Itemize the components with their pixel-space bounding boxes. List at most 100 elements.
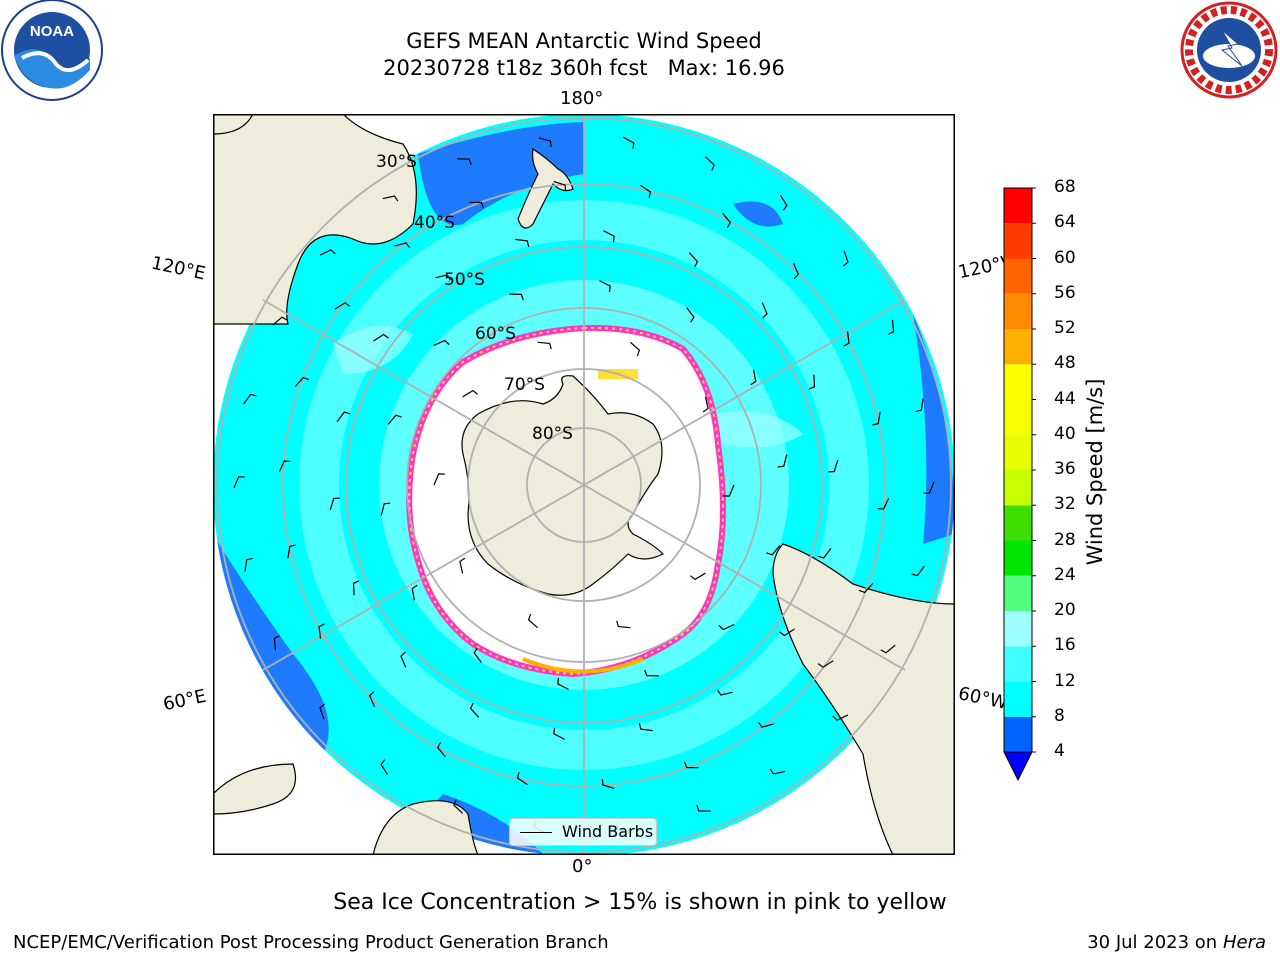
wind-barbs — [233, 136, 935, 834]
colorbar-segment — [1004, 329, 1032, 365]
wind-barb — [433, 473, 445, 486]
wind-barb — [769, 768, 786, 775]
wind-barb — [915, 398, 924, 413]
wind-barb — [319, 703, 325, 720]
wind-barb — [459, 557, 466, 574]
lon-label-120e: 120°E — [149, 252, 208, 285]
wind-barb — [779, 628, 795, 637]
wind-barb — [704, 156, 715, 171]
wind-barb — [872, 411, 881, 426]
wind-barb — [469, 702, 480, 718]
colorbar-title: Wind Speed [m/s] — [1083, 378, 1107, 566]
wind-barb — [382, 195, 399, 202]
sea-ice-note: Sea Ice Concentration > 15% is shown in … — [333, 890, 947, 915]
lat-label-40s: 40°S — [414, 213, 455, 233]
lat-label-70s: 70°S — [504, 375, 545, 395]
polar-map — [213, 114, 955, 855]
wind-barb — [394, 242, 411, 249]
wind-barb — [603, 230, 615, 243]
colorbar-tick-label: 48 — [1054, 353, 1076, 374]
colorbar-segment — [1004, 364, 1032, 400]
wind-barb — [273, 635, 280, 651]
wind-barb — [750, 369, 757, 386]
wind-barb — [557, 677, 569, 690]
wind-barb — [336, 411, 351, 423]
colorbar-segment — [1004, 258, 1032, 294]
wind-barb — [329, 497, 340, 511]
colorbar-segment — [1004, 611, 1032, 647]
colorbar-tick-label: 8 — [1054, 705, 1065, 726]
wind-barb — [294, 376, 310, 387]
wind-barb — [923, 481, 935, 494]
wind-barb — [318, 623, 325, 639]
colorbar-segment — [1004, 293, 1032, 329]
colorbar-tick-label: 52 — [1054, 318, 1076, 338]
wind-barb — [757, 721, 774, 728]
wind-barb — [601, 778, 615, 790]
wind-barb — [287, 544, 296, 559]
wind-barb — [435, 274, 452, 281]
wind-barb — [832, 714, 849, 721]
wind-barb — [538, 137, 552, 148]
wind-barb — [718, 624, 735, 631]
wind-barb — [843, 331, 850, 347]
colorbar-tick-label: 4 — [1054, 741, 1065, 761]
colorbar-segment — [1004, 540, 1032, 576]
wind-barb — [243, 393, 257, 405]
lat-label-80s: 80°S — [532, 424, 573, 444]
colorbar-segment — [1004, 575, 1032, 611]
colorbar-tick-label: 44 — [1054, 388, 1076, 409]
wind-barb — [843, 250, 849, 267]
colorbar-tick-label: 40 — [1054, 423, 1076, 444]
wind-barb — [888, 319, 895, 335]
colorbar-segment — [1004, 188, 1032, 224]
map-legend: Wind Barbs — [509, 818, 657, 846]
wind-barb — [380, 502, 391, 516]
wind-barb — [469, 201, 485, 209]
wind-barb — [723, 484, 735, 497]
wind-barb — [630, 341, 641, 357]
wind-barb — [696, 805, 711, 812]
wind-barb — [436, 742, 446, 758]
colorbar-tick-label: 56 — [1054, 282, 1076, 303]
wind-barb — [817, 547, 832, 559]
wind-barb — [380, 759, 389, 776]
wind-barb — [233, 476, 245, 489]
wind-barb — [527, 613, 538, 629]
colorbar-tick-label: 16 — [1054, 635, 1076, 656]
map-frame — [213, 114, 955, 855]
wind-barb — [689, 572, 706, 581]
wind-barb — [808, 374, 816, 390]
wind-barb — [334, 302, 351, 310]
wind-barb — [644, 669, 659, 677]
colorbar-segment — [1004, 434, 1032, 470]
colorbar-tick-label: 64 — [1054, 212, 1076, 233]
wind-barb — [858, 583, 874, 594]
wind-barb — [462, 389, 479, 398]
colorbar-tick-label: 68 — [1054, 177, 1076, 197]
wind-barb — [716, 689, 733, 696]
wind-barb — [537, 341, 552, 350]
chart-title-line1: GEFS MEAN Antarctic Wind Speed — [406, 29, 762, 53]
wind-barb — [817, 660, 834, 668]
lat-label-60s: 60°S — [475, 324, 516, 344]
wind-barb — [686, 307, 695, 323]
wind-barb — [453, 799, 464, 814]
wind-barb — [828, 459, 839, 473]
wind-barb — [640, 184, 652, 198]
wind-barb — [400, 651, 407, 668]
wind-barb — [877, 497, 890, 510]
noaa-logo: NOAA — [1, 0, 103, 101]
chart-title-line2: 20230728 t18z 360h fcst Max: 16.96 — [383, 56, 785, 80]
lon-label-180: 180° — [560, 88, 604, 109]
legend-wind-barb-line — [520, 832, 552, 833]
wind-barb — [599, 280, 611, 293]
legend-label: Wind Barbs — [562, 822, 654, 841]
wind-barb — [509, 293, 524, 301]
nws-logo — [1180, 1, 1278, 99]
colorbar-segment — [1004, 716, 1032, 752]
wind-barb — [516, 772, 528, 786]
wind-barb — [373, 333, 389, 342]
colorbar-tick-label: 24 — [1054, 564, 1076, 585]
wind-barb — [638, 723, 653, 732]
